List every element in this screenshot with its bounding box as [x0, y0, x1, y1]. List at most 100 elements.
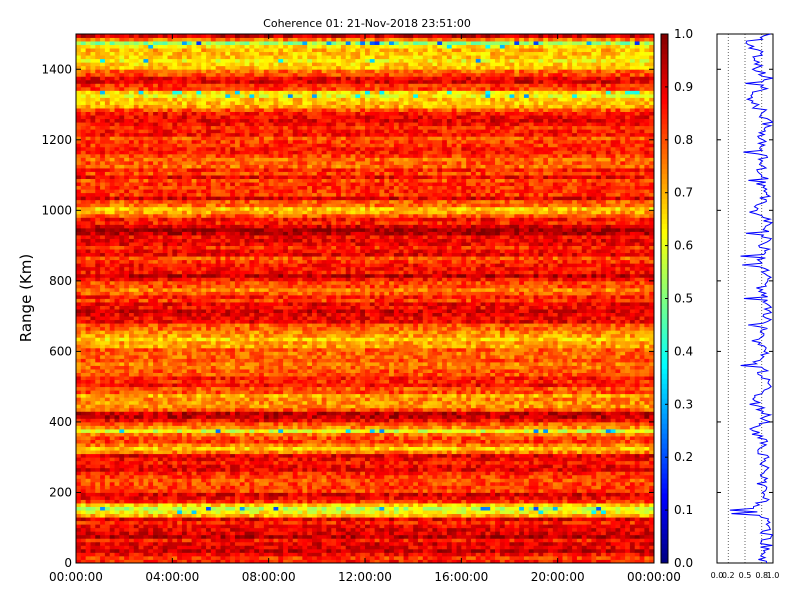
heatmap-cell — [625, 460, 631, 465]
heatmap-cell — [196, 492, 202, 497]
heatmap-cell — [254, 450, 260, 455]
heatmap-cell — [461, 538, 467, 543]
heatmap-cell — [239, 548, 245, 553]
heatmap-cell — [466, 541, 472, 546]
heatmap-cell — [576, 510, 583, 515]
heatmap-cell — [528, 481, 534, 486]
heatmap-cell — [321, 418, 327, 423]
heatmap-cell — [548, 517, 554, 522]
heatmap-cell — [133, 495, 140, 500]
heatmap-cell — [528, 517, 534, 522]
heatmap-cell — [417, 414, 424, 419]
heatmap-cell — [586, 436, 592, 440]
heatmap-cell — [451, 538, 457, 543]
heatmap-cell — [495, 510, 501, 515]
heatmap-cell — [649, 471, 655, 476]
heatmap-cell — [403, 534, 409, 539]
heatmap-cell — [562, 527, 568, 532]
heatmap-cell — [596, 428, 602, 433]
heatmap-cell — [649, 510, 655, 515]
heatmap-cell — [615, 524, 621, 529]
heatmap-cell — [374, 552, 380, 557]
heatmap-cell — [437, 555, 443, 560]
heatmap-cell — [596, 478, 602, 483]
heatmap-cell — [244, 471, 250, 476]
heatmap-cell — [153, 453, 159, 458]
heatmap-cell — [446, 548, 453, 553]
heatmap-cell — [201, 555, 207, 560]
heatmap-cell — [331, 443, 337, 448]
heatmap-cell — [384, 548, 390, 553]
heatmap-cell — [234, 499, 241, 504]
heatmap-cell — [360, 453, 366, 458]
heatmap-cell — [104, 450, 111, 455]
heatmap-cell — [634, 538, 640, 543]
heatmap-cell — [504, 555, 510, 560]
heatmap-cell — [326, 538, 332, 543]
heatmap-cell — [605, 531, 612, 536]
heatmap-cell — [196, 510, 202, 515]
heatmap-cell — [427, 481, 433, 486]
heatmap-cell — [379, 450, 385, 455]
heatmap-cell — [331, 432, 337, 437]
heatmap-cell — [355, 471, 361, 476]
heatmap-cell — [191, 425, 197, 430]
heatmap-cell — [153, 418, 159, 423]
heatmap-cell — [119, 467, 125, 472]
heatmap-cell — [639, 485, 645, 490]
heatmap-cell — [639, 492, 645, 497]
heatmap-cell — [403, 467, 409, 472]
heatmap-cell — [596, 527, 602, 532]
heatmap-cell — [495, 534, 501, 539]
heatmap-cell — [321, 499, 327, 504]
heatmap-cell — [273, 432, 279, 437]
heatmap-cell — [206, 428, 212, 433]
heatmap-cell — [519, 548, 525, 553]
heatmap-cell — [104, 531, 111, 536]
heatmap-cell — [297, 436, 303, 440]
heatmap-cell — [95, 457, 101, 462]
heatmap-cell — [336, 552, 342, 557]
heatmap-cell — [340, 503, 347, 507]
heatmap-cell — [220, 555, 226, 560]
heatmap-cell — [350, 443, 356, 448]
heatmap-cell — [287, 495, 294, 500]
heatmap-cell — [576, 474, 583, 479]
heatmap-cell — [446, 495, 453, 500]
heatmap-cell — [538, 503, 544, 507]
heatmap-cell — [495, 541, 501, 546]
heatmap-cell — [114, 488, 120, 493]
heatmap-cell — [100, 450, 106, 455]
heatmap-cell — [80, 457, 87, 462]
heatmap-cell — [610, 457, 616, 462]
heatmap-cell — [316, 524, 323, 529]
heatmap-cell — [331, 503, 337, 507]
heatmap-cell — [340, 520, 347, 525]
heatmap-cell — [278, 474, 284, 479]
heatmap-cell — [451, 517, 457, 522]
heatmap-cell — [177, 443, 183, 448]
heatmap-cell — [244, 531, 250, 536]
heatmap-cell — [234, 517, 241, 522]
heatmap-cell — [321, 513, 327, 518]
heatmap-cell — [442, 436, 448, 440]
heatmap-cell — [509, 541, 515, 546]
heatmap-cell — [408, 485, 414, 490]
heatmap-cell — [393, 446, 400, 451]
heatmap-cell — [437, 517, 443, 522]
heatmap-cell — [466, 548, 472, 553]
heatmap-cell — [393, 492, 400, 497]
heatmap-cell — [557, 527, 563, 532]
heatmap-cell — [249, 474, 255, 479]
heatmap-cell — [181, 524, 188, 529]
heatmap-cell — [172, 471, 178, 476]
heatmap-cell — [615, 464, 621, 469]
heatmap-cell — [562, 474, 568, 479]
heatmap-cell — [143, 503, 149, 507]
heatmap-cell — [104, 474, 111, 479]
heatmap-cell — [254, 425, 260, 430]
heatmap-cell — [230, 474, 236, 479]
heatmap-cell — [90, 555, 96, 560]
heatmap-cell — [239, 474, 245, 479]
heatmap-cell — [90, 524, 96, 529]
